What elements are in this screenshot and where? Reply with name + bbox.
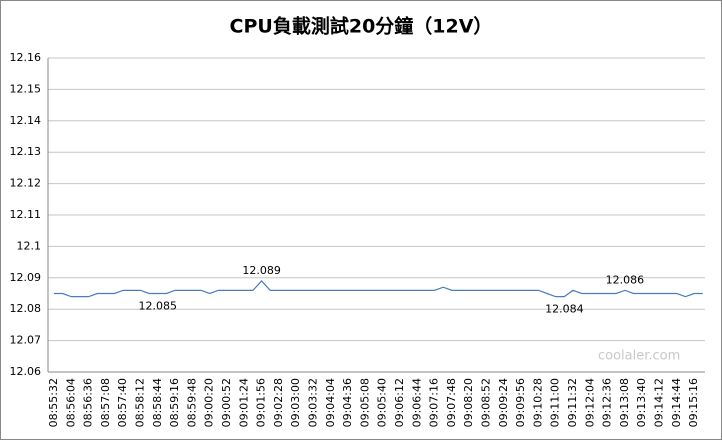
x-tick-label: 09:06:44 xyxy=(410,378,423,427)
x-tick-label: 09:12:36 xyxy=(601,378,614,427)
data-label: 12.085 xyxy=(139,300,178,313)
x-tick-label: 08:59:16 xyxy=(168,378,181,427)
y-tick-label: 12.09 xyxy=(10,271,42,284)
x-tick-label: 08:55:32 xyxy=(47,378,60,427)
x-tick-label: 09:00:20 xyxy=(203,378,216,427)
y-tick-label: 12.06 xyxy=(10,365,42,378)
x-tick-label: 09:00:52 xyxy=(220,378,233,427)
data-line xyxy=(54,280,703,298)
x-tick-label: 09:05:08 xyxy=(358,378,371,427)
watermark: coolaler.com xyxy=(598,349,680,364)
x-tick-label: 09:09:56 xyxy=(514,378,527,427)
x-tick-label: 09:11:00 xyxy=(549,378,562,427)
x-tick-label: 09:07:48 xyxy=(445,378,458,427)
x-tick-label: 09:15:16 xyxy=(687,378,700,427)
y-tick-label: 12.11 xyxy=(10,208,42,221)
y-tick-label: 12.14 xyxy=(10,114,42,127)
x-tick-label: 09:01:24 xyxy=(237,378,250,427)
x-tick-label: 08:58:12 xyxy=(134,378,147,427)
x-tick-label: 09:14:44 xyxy=(670,378,683,427)
x-tick-label: 09:04:36 xyxy=(341,378,354,427)
x-tick-label: 09:06:12 xyxy=(393,378,406,427)
x-tick-label: 09:01:56 xyxy=(255,378,268,427)
x-tick-label: 08:58:44 xyxy=(151,378,164,427)
data-label: 12.089 xyxy=(242,264,281,277)
x-tick-label: 09:08:20 xyxy=(462,378,475,427)
data-label: 12.086 xyxy=(606,273,645,286)
chart-title: CPU負載測試20分鐘（12V） xyxy=(230,15,493,38)
x-tick-label: 08:56:04 xyxy=(64,378,77,427)
x-tick-label: 08:57:08 xyxy=(99,378,112,427)
y-tick-label: 12.12 xyxy=(10,177,42,190)
x-tick-label: 09:13:08 xyxy=(618,378,631,427)
x-tick-label: 09:12:04 xyxy=(583,378,596,427)
x-tick-label: 09:07:16 xyxy=(428,378,441,427)
x-tick-label: 09:14:12 xyxy=(653,378,666,427)
y-tick-label: 12.15 xyxy=(10,82,42,95)
x-tick-label: 09:13:40 xyxy=(635,378,648,427)
x-tick-label: 09:02:28 xyxy=(272,378,285,427)
x-tick-label: 09:11:32 xyxy=(566,378,579,427)
x-tick-label: 09:08:52 xyxy=(480,378,493,427)
x-tick-label: 09:09:24 xyxy=(497,378,510,427)
x-tick-label: 08:59:48 xyxy=(185,378,198,427)
y-tick-label: 12.08 xyxy=(10,302,42,315)
y-tick-label: 12.13 xyxy=(10,145,42,158)
y-tick-label: 12.07 xyxy=(10,334,42,347)
x-tick-label: 09:05:40 xyxy=(376,378,389,427)
x-tick-label: 08:57:40 xyxy=(116,378,129,427)
x-tick-label: 09:10:28 xyxy=(531,378,544,427)
y-tick-label: 12.1 xyxy=(17,239,42,252)
x-tick-label: 09:04:04 xyxy=(324,378,337,427)
y-tick-label: 12.16 xyxy=(10,51,42,64)
x-tick-label: 08:56:36 xyxy=(82,378,95,427)
data-label: 12.084 xyxy=(545,303,584,316)
x-tick-label: 09:03:00 xyxy=(289,378,302,427)
x-tick-label: 09:03:32 xyxy=(307,378,320,427)
